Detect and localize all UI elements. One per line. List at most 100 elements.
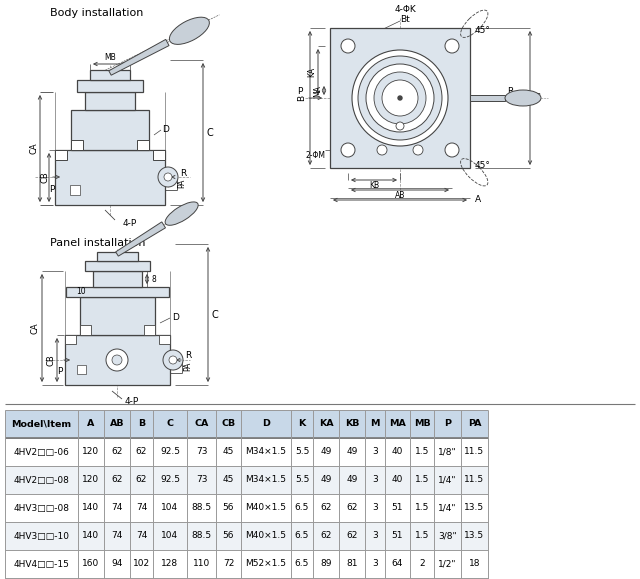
Bar (55, 150, 67, 160)
Text: 73: 73 (196, 448, 207, 456)
Text: A: A (475, 196, 481, 204)
Bar (65, 335, 170, 385)
Bar (77, 365, 86, 374)
Text: 1.5: 1.5 (415, 504, 429, 512)
Text: 92.5: 92.5 (160, 475, 180, 485)
Text: 1.5: 1.5 (415, 475, 429, 485)
Circle shape (169, 356, 177, 364)
Bar (5, 494, 488, 522)
Text: 40: 40 (392, 475, 403, 485)
Text: 4HV2□□-08: 4HV2□□-08 (13, 475, 69, 485)
Bar (5, 550, 488, 578)
Text: 6.5: 6.5 (295, 532, 309, 541)
Bar (71, 110, 149, 150)
Text: P: P (49, 185, 54, 193)
Circle shape (164, 173, 172, 181)
Bar (137, 140, 149, 150)
Text: 88.5: 88.5 (191, 532, 212, 541)
Text: 94: 94 (111, 559, 123, 569)
Text: 2: 2 (419, 559, 425, 569)
Text: 3/8": 3/8" (438, 532, 457, 541)
Bar (5, 522, 488, 550)
Text: 62: 62 (320, 532, 332, 541)
Text: PA: PA (184, 362, 193, 371)
Text: P: P (444, 420, 451, 428)
Bar (80, 297, 155, 335)
Text: 49: 49 (320, 475, 332, 485)
Text: 13.5: 13.5 (465, 532, 484, 541)
Bar (66, 287, 169, 297)
Text: 62: 62 (136, 475, 147, 485)
Text: 74: 74 (111, 504, 123, 512)
Text: M34×1.5: M34×1.5 (246, 448, 287, 456)
Bar (90, 70, 130, 80)
Text: C: C (212, 310, 218, 320)
Text: 5.5: 5.5 (295, 448, 309, 456)
Bar (77, 80, 143, 92)
Bar (5, 410, 488, 438)
Circle shape (352, 50, 448, 146)
Text: 49: 49 (346, 448, 358, 456)
Text: 120: 120 (83, 448, 100, 456)
Text: 1/8": 1/8" (438, 448, 457, 456)
Text: D: D (162, 126, 169, 134)
Text: 88.5: 88.5 (191, 504, 212, 512)
Bar (93, 271, 142, 287)
Text: KB: KB (369, 181, 379, 190)
Text: P: P (298, 87, 303, 97)
Text: 4-P: 4-P (125, 398, 139, 406)
Polygon shape (109, 39, 169, 75)
Text: 1.5: 1.5 (415, 532, 429, 541)
Text: C: C (207, 127, 213, 137)
Text: 89: 89 (320, 559, 332, 569)
Text: 3: 3 (372, 532, 378, 541)
Bar (5, 466, 488, 494)
Text: 3: 3 (372, 504, 378, 512)
Text: 81: 81 (346, 559, 358, 569)
Circle shape (163, 350, 183, 370)
Text: 4-ΦK: 4-ΦK (394, 5, 416, 14)
Text: P: P (58, 368, 63, 376)
Text: B: B (298, 95, 307, 101)
Ellipse shape (505, 90, 541, 106)
Text: 51: 51 (392, 504, 403, 512)
Circle shape (366, 64, 434, 132)
Bar (153, 150, 165, 160)
Text: C: C (166, 420, 173, 428)
Text: M: M (371, 420, 380, 428)
Text: 5.5: 5.5 (295, 475, 309, 485)
Text: 11.5: 11.5 (465, 448, 484, 456)
Text: AB: AB (395, 192, 405, 200)
Bar (71, 140, 83, 150)
Bar (70, 185, 80, 195)
Circle shape (112, 355, 122, 365)
Text: 140: 140 (83, 504, 100, 512)
Text: MA: MA (389, 420, 406, 428)
Text: 45°: 45° (474, 161, 490, 170)
Text: M52×1.5: M52×1.5 (246, 559, 287, 569)
Text: PA: PA (177, 179, 186, 188)
Text: D: D (172, 313, 179, 323)
Text: 62: 62 (346, 532, 358, 541)
Text: 56: 56 (223, 504, 234, 512)
Circle shape (358, 56, 442, 140)
Text: 45: 45 (223, 448, 234, 456)
Text: 3: 3 (372, 448, 378, 456)
Text: 128: 128 (161, 559, 179, 569)
Text: 62: 62 (136, 448, 147, 456)
Text: □: □ (79, 367, 84, 372)
Text: KA: KA (319, 420, 333, 428)
Bar (85, 261, 150, 271)
Text: 11.5: 11.5 (465, 475, 484, 485)
Bar (80, 325, 91, 335)
Bar (85, 92, 135, 110)
Bar (5, 578, 488, 579)
Text: PA: PA (468, 420, 481, 428)
Text: 104: 104 (161, 504, 179, 512)
Circle shape (374, 72, 426, 124)
Text: 45: 45 (223, 475, 234, 485)
Circle shape (106, 349, 128, 371)
Circle shape (398, 96, 402, 100)
Text: CB: CB (40, 171, 49, 184)
Text: 4HV3□□-10: 4HV3□□-10 (13, 532, 70, 541)
